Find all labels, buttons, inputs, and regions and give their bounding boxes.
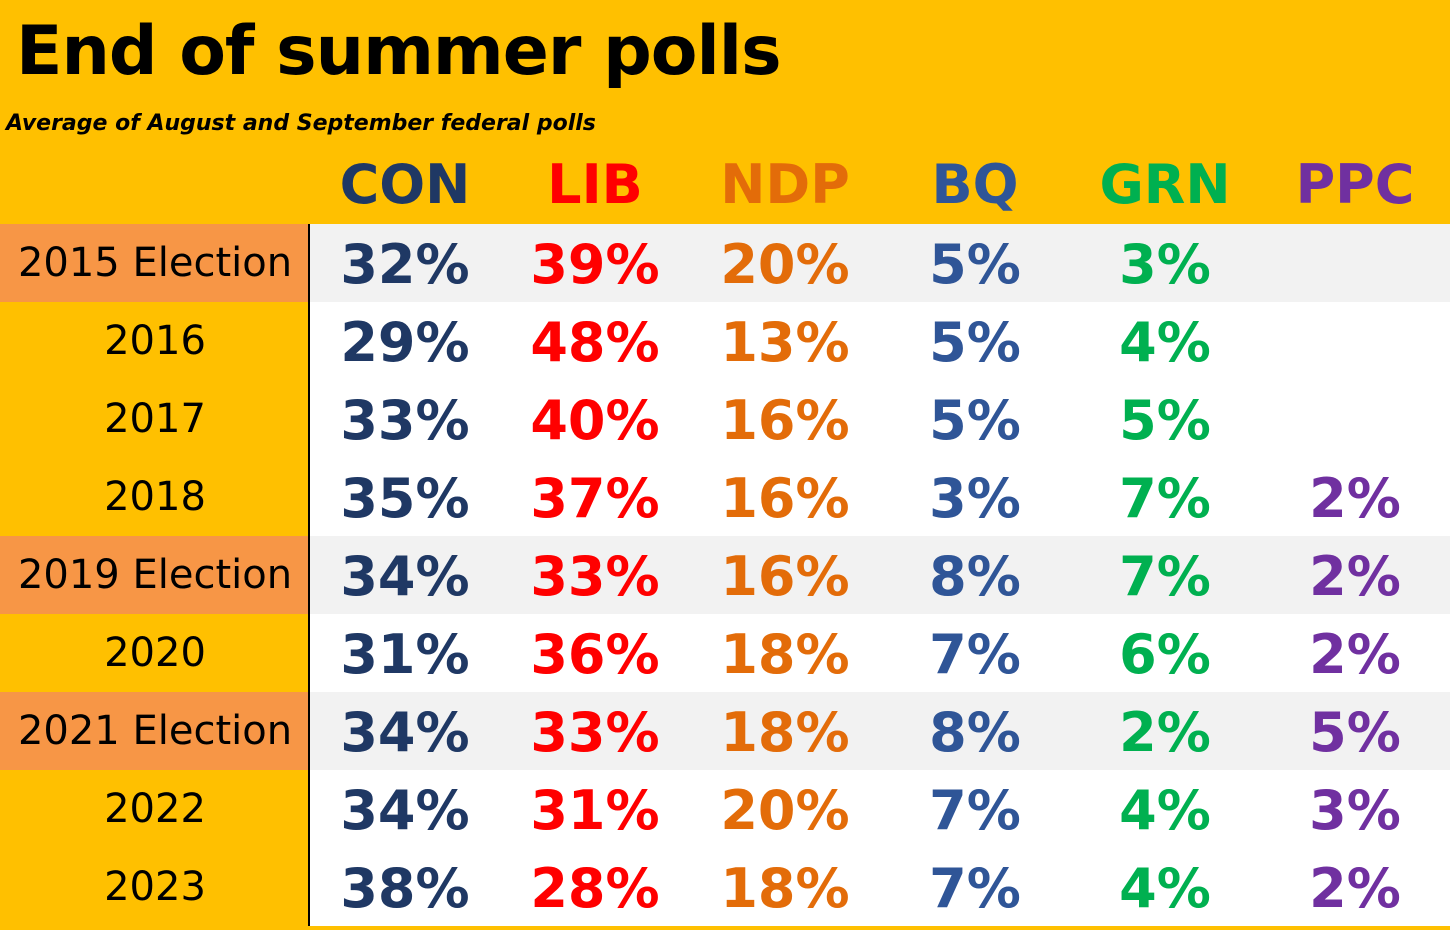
chart-subtitle: Average of August and September federal … bbox=[6, 111, 596, 136]
cell-ppc: 2% bbox=[1309, 623, 1401, 686]
cell-grn: 4% bbox=[1119, 857, 1211, 920]
cell-ppc: 2% bbox=[1309, 857, 1401, 920]
row-values bbox=[310, 692, 1450, 770]
cell-lib: 39% bbox=[530, 233, 660, 296]
cell-bq: 8% bbox=[929, 545, 1021, 608]
cell-lib: 36% bbox=[530, 623, 660, 686]
cell-con: 34% bbox=[340, 545, 470, 608]
table-row: 2022 34% 31% 20% 7% 4% 3% bbox=[0, 770, 1450, 848]
row-values bbox=[310, 380, 1450, 458]
cell-grn: 3% bbox=[1119, 233, 1211, 296]
cell-ndp: 18% bbox=[720, 701, 850, 764]
row-values bbox=[310, 536, 1450, 614]
row-label: 2018 bbox=[104, 474, 206, 520]
row-values bbox=[310, 458, 1450, 536]
column-header-bq: BQ bbox=[931, 153, 1019, 216]
cell-ndp: 16% bbox=[720, 467, 850, 530]
cell-con: 34% bbox=[340, 779, 470, 842]
cell-ndp: 13% bbox=[720, 311, 850, 374]
cell-bq: 5% bbox=[929, 233, 1021, 296]
cell-ppc bbox=[1260, 224, 1450, 302]
table-row: 2015 Election 32% 39% 20% 5% 3% bbox=[0, 224, 1450, 302]
cell-grn: 4% bbox=[1119, 779, 1211, 842]
cell-lib: 28% bbox=[530, 857, 660, 920]
row-label: 2022 bbox=[104, 786, 206, 832]
table-row: 2019 Election 34% 33% 16% 8% 7% 2% bbox=[0, 536, 1450, 614]
cell-con: 33% bbox=[340, 389, 470, 452]
row-label: 2023 bbox=[104, 864, 206, 910]
column-header-ppc: PPC bbox=[1295, 153, 1415, 216]
cell-lib: 48% bbox=[530, 311, 660, 374]
table-row: 2018 35% 37% 16% 3% 7% 2% bbox=[0, 458, 1450, 536]
cell-grn: 2% bbox=[1119, 701, 1211, 764]
cell-con: 31% bbox=[340, 623, 470, 686]
cell-con: 29% bbox=[340, 311, 470, 374]
cell-bq: 7% bbox=[929, 623, 1021, 686]
row-label: 2016 bbox=[104, 318, 206, 364]
cell-ndp: 18% bbox=[720, 857, 850, 920]
cell-ndp: 20% bbox=[720, 779, 850, 842]
cell-con: 32% bbox=[340, 233, 470, 296]
cell-bq: 5% bbox=[929, 389, 1021, 452]
table-row: 2020 31% 36% 18% 7% 6% 2% bbox=[0, 614, 1450, 692]
cell-grn: 7% bbox=[1119, 545, 1211, 608]
table-row: 2021 Election 34% 33% 18% 8% 2% 5% bbox=[0, 692, 1450, 770]
cell-ndp: 16% bbox=[720, 389, 850, 452]
cell-ppc bbox=[1260, 380, 1450, 458]
cell-con: 34% bbox=[340, 701, 470, 764]
cell-bq: 3% bbox=[929, 467, 1021, 530]
row-label: 2015 Election bbox=[0, 224, 310, 302]
cell-ndp: 18% bbox=[720, 623, 850, 686]
row-values bbox=[310, 302, 1450, 380]
row-label: 2021 Election bbox=[0, 692, 310, 770]
cell-grn: 5% bbox=[1119, 389, 1211, 452]
column-header-con: CON bbox=[339, 153, 471, 216]
cell-lib: 33% bbox=[530, 545, 660, 608]
cell-con: 38% bbox=[340, 857, 470, 920]
row-label: 2019 Election bbox=[0, 536, 310, 614]
row-values bbox=[310, 770, 1450, 848]
cell-lib: 37% bbox=[530, 467, 660, 530]
cell-bq: 5% bbox=[929, 311, 1021, 374]
column-header-lib: LIB bbox=[547, 153, 643, 216]
row-values bbox=[310, 224, 1450, 302]
cell-con: 35% bbox=[340, 467, 470, 530]
cell-ppc: 2% bbox=[1309, 545, 1401, 608]
cell-ppc: 3% bbox=[1309, 779, 1401, 842]
row-label: 2017 bbox=[104, 396, 206, 442]
cell-ppc: 2% bbox=[1309, 467, 1401, 530]
row-values bbox=[310, 848, 1450, 926]
table-row: 2017 33% 40% 16% 5% 5% bbox=[0, 380, 1450, 458]
column-header-grn: GRN bbox=[1099, 153, 1231, 216]
row-values bbox=[310, 614, 1450, 692]
table-row: 2023 38% 28% 18% 7% 4% 2% bbox=[0, 848, 1450, 926]
cell-ndp: 20% bbox=[720, 233, 850, 296]
cell-bq: 7% bbox=[929, 857, 1021, 920]
cell-ndp: 16% bbox=[720, 545, 850, 608]
row-label: 2020 bbox=[104, 630, 206, 676]
cell-grn: 4% bbox=[1119, 311, 1211, 374]
column-header-ndp: NDP bbox=[720, 153, 850, 216]
cell-ppc bbox=[1260, 302, 1450, 380]
cell-lib: 40% bbox=[530, 389, 660, 452]
cell-ppc: 5% bbox=[1309, 701, 1401, 764]
cell-lib: 31% bbox=[530, 779, 660, 842]
row-label-divider bbox=[308, 224, 310, 926]
chart-title: End of summer polls bbox=[16, 12, 782, 91]
cell-grn: 7% bbox=[1119, 467, 1211, 530]
table-row: 2016 29% 48% 13% 5% 4% bbox=[0, 302, 1450, 380]
cell-grn: 6% bbox=[1119, 623, 1211, 686]
cell-lib: 33% bbox=[530, 701, 660, 764]
cell-bq: 7% bbox=[929, 779, 1021, 842]
cell-bq: 8% bbox=[929, 701, 1021, 764]
